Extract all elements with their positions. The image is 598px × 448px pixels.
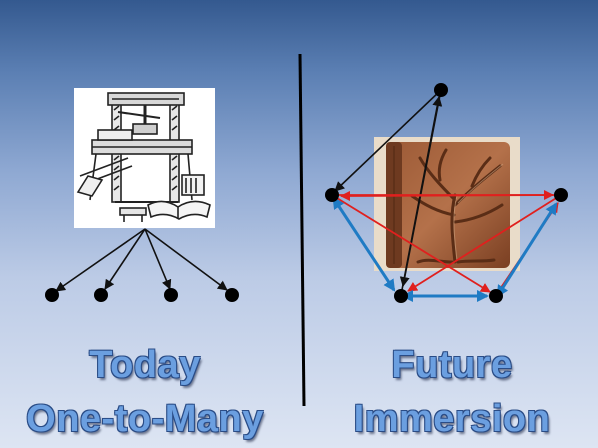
audience-node [45, 288, 59, 302]
node-left [325, 188, 339, 202]
blue-arrows [332, 196, 558, 302]
caption-today: Today [89, 344, 201, 386]
arrow-to-node-4 [144, 228, 228, 291]
arrow-to-node-2 [104, 228, 146, 290]
one-to-many-arrows [55, 228, 228, 292]
audience-node [164, 288, 178, 302]
arrow-left-bottom-left [332, 196, 396, 292]
arrow-to-node-3 [144, 228, 172, 290]
arrow-top-to-left [334, 89, 442, 192]
audience-nodes [45, 288, 239, 302]
caption-immersion: Immersion [353, 398, 551, 440]
right-caption: Future Immersion [306, 338, 598, 446]
arrow-to-node-1 [55, 228, 146, 292]
left-caption: Today One-to-Many [0, 338, 290, 446]
audience-node [94, 288, 108, 302]
network-nodes [325, 83, 568, 303]
audience-node [225, 288, 239, 302]
node-top [434, 83, 448, 97]
arrow-right-to-left [340, 190, 562, 201]
arrow-bottom-right-right [496, 202, 558, 298]
center-divider [298, 53, 306, 407]
node-bottom-right [489, 289, 503, 303]
arrow-top-to-bottom-left [399, 89, 442, 287]
caption-future: Future [391, 344, 513, 386]
printing-press-image [74, 88, 215, 228]
node-right [554, 188, 568, 202]
caption-one-to-many: One-to-Many [26, 398, 264, 440]
node-bottom-left [394, 289, 408, 303]
leather-book-image [374, 137, 520, 271]
